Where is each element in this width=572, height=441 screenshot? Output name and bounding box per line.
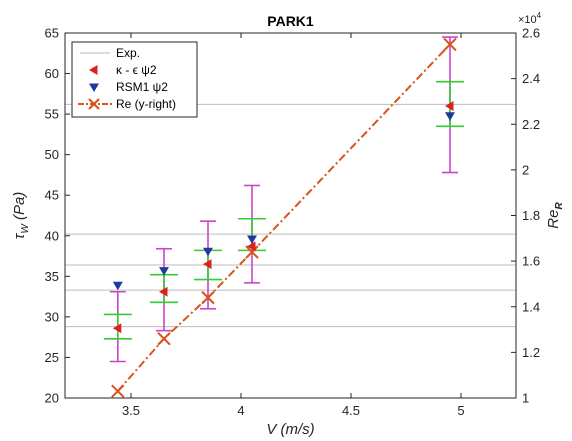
y-right-tick-label: 2.4 xyxy=(522,71,540,86)
y-right-tick-label: 2.6 xyxy=(522,26,540,41)
legend: Exp. κ - ϵ ψ2 RSM1 ψ2 Re (y-right) xyxy=(71,41,198,118)
y-left-tick-label: 30 xyxy=(45,309,59,324)
legend-label: κ - ϵ ψ2 xyxy=(116,63,157,77)
rsm-point xyxy=(445,112,455,121)
y-left-tick-label: 20 xyxy=(45,391,59,406)
y-right-tick-label: 1.2 xyxy=(522,345,540,360)
rsm-point xyxy=(159,267,169,276)
x-axis-label: V (m/s) xyxy=(266,421,314,438)
legend-swatch-re-x xyxy=(88,98,100,110)
legend-swatch-rsm xyxy=(89,83,99,92)
y-left-tick-label: 60 xyxy=(45,66,59,81)
kappa-point xyxy=(247,241,256,252)
re-point xyxy=(201,290,215,305)
kappa-point xyxy=(445,101,454,111)
legend-label: Re (y-right) xyxy=(116,97,176,111)
rsm-point xyxy=(112,281,123,291)
y-right-tick-label: 2.2 xyxy=(522,117,540,132)
y-left-tick-label: 65 xyxy=(45,26,59,41)
y-ticks-left: 20 25 30 35 40 45 50 55 60 65 xyxy=(45,26,70,406)
re-point xyxy=(245,245,259,259)
re-point xyxy=(443,37,457,52)
re-point xyxy=(157,331,171,346)
y-right-tick-label: 1.4 xyxy=(522,299,540,314)
kappa-point xyxy=(159,286,168,297)
y-ticks-right: 1 1.2 1.4 1.6 1.8 2 2.2 2.4 2.6 xyxy=(511,26,540,406)
error-bars xyxy=(103,36,464,363)
chart-title: PARK1 xyxy=(267,13,314,29)
y-left-tick-label: 55 xyxy=(45,107,59,122)
re-series xyxy=(111,37,457,398)
y-right-tick-label: 1 xyxy=(522,391,529,406)
y-left-base: τ xyxy=(11,232,28,239)
legend-label: Exp. xyxy=(116,46,140,60)
y-right-base: Re xyxy=(545,210,562,229)
x-tick-label: 4.5 xyxy=(342,403,360,418)
x-tick-label: 3.5 xyxy=(122,403,140,418)
legend-items: Exp. κ - ϵ ψ2 RSM1 ψ2 Re (y-right) xyxy=(78,46,176,111)
y-right-tick-label: 1.6 xyxy=(522,254,540,269)
y-axis-label-right: ReR xyxy=(545,202,565,229)
y-left-tick-label: 50 xyxy=(45,147,59,162)
y-left-tick-label: 25 xyxy=(45,350,59,365)
exp-lines xyxy=(65,103,516,328)
y-right-tick-label: 1.8 xyxy=(522,208,540,223)
y-axis-label-left: τW (Pa) xyxy=(11,192,31,240)
y-left-sub: W xyxy=(20,223,31,234)
legend-label: RSM1 ψ2 xyxy=(116,80,168,94)
x-tick-label: 5 xyxy=(457,403,464,418)
y-right-tick-label: 2 xyxy=(522,162,529,177)
rsm-point xyxy=(247,235,257,245)
y-right-sub: R xyxy=(554,202,565,210)
y-left-tick-label: 40 xyxy=(45,228,59,243)
x-tick-label: 4 xyxy=(237,403,244,418)
y-left-tick-label: 35 xyxy=(45,269,59,284)
x-ticks: 3.5 4 4.5 5 xyxy=(122,33,465,418)
right-axis-exponent: ×104 xyxy=(518,11,542,26)
y-left-rest: (Pa) xyxy=(11,192,28,225)
kappa-point xyxy=(203,259,212,270)
y-left-tick-label: 45 xyxy=(45,188,59,203)
exponent-power: 4 xyxy=(537,11,542,20)
re-point xyxy=(111,384,125,398)
kappa-point xyxy=(112,323,122,334)
rsm-point xyxy=(203,247,213,257)
legend-swatch-kappa xyxy=(89,65,98,75)
exponent-base: ×10 xyxy=(518,14,537,26)
markers xyxy=(112,101,455,334)
